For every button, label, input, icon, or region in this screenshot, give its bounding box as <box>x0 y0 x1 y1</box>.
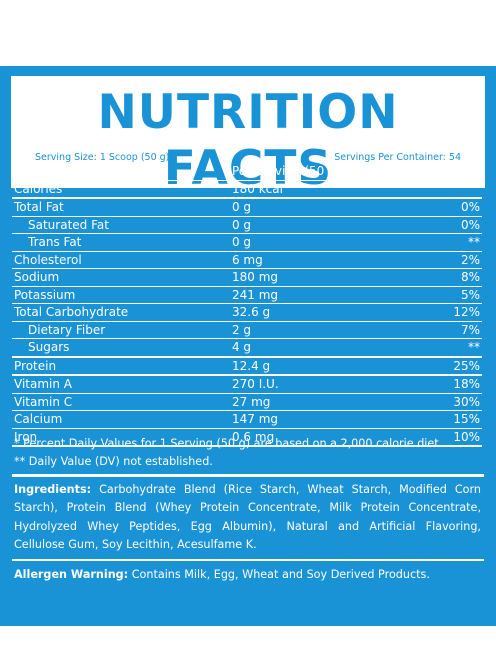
table-row: Protein 12.4 g 25% <box>12 356 482 376</box>
nutrient-name: Vitamin C <box>12 393 232 411</box>
nutrient-dv: 8% <box>401 268 482 287</box>
table-row: Sodium 180 mg 8% <box>12 268 482 287</box>
nutrient-name: Dietary Fiber <box>12 321 232 339</box>
nutrient-name: Total Fat <box>12 198 232 217</box>
nutrient-dv: 0% <box>401 198 482 217</box>
table-row: Cholesterol 6 mg 2% <box>12 251 482 269</box>
footnotes: * Percent Daily Values for 1 Serving (50… <box>14 435 484 471</box>
table-row: Trans Fat 0 g ** <box>12 233 482 252</box>
allergen-section: Allergen Warning: Contains Milk, Egg, Wh… <box>14 566 484 584</box>
nutrient-dv: 30% <box>401 393 482 411</box>
table-row: Dietary Fiber 2 g 7% <box>12 321 482 339</box>
nutrient-amount: 0 g <box>231 216 402 234</box>
footnote-not-established: ** Daily Value (DV) not established. <box>14 455 213 468</box>
ingredients-text: Carbohydrate Blend (Rice Starch, Wheat S… <box>14 483 481 551</box>
table-row: Vitamin C 27 mg 30% <box>12 393 482 411</box>
nutrient-dv: 10% <box>401 428 482 447</box>
table-row: Vitamin A 270 I.U. 18% <box>12 375 482 394</box>
allergen-label: Allergen Warning: <box>14 568 129 581</box>
column-header-per-serving: Per Serving (50 g) <box>231 163 402 181</box>
divider <box>12 559 484 561</box>
nutrient-name: Iron <box>12 428 232 447</box>
table-row: Potassium 241 mg 5% <box>12 286 482 304</box>
table-row: Sugars 4 g ** <box>12 338 482 358</box>
table-row: Calcium 147 mg 15% <box>12 410 482 429</box>
serving-size: Serving Size: 1 Scoop (50 g) <box>35 152 170 163</box>
table-row: Total Fat 0 g 0% <box>12 198 482 217</box>
allergen-text: Contains Milk, Egg, Wheat and Soy Derive… <box>128 568 430 581</box>
nutrient-dv: 18% <box>401 375 482 394</box>
nutrient-dv: ** <box>401 338 482 358</box>
servings-per-container: Servings Per Container: 54 <box>334 152 461 163</box>
ingredients-section: Ingredients: Carbohydrate Blend (Rice St… <box>14 481 481 554</box>
nutrient-name: Cholesterol <box>12 251 232 269</box>
nutrient-amount: 180 kcal <box>231 180 402 199</box>
nutrient-amount: 0 g <box>231 198 402 217</box>
nutrient-amount: 32.6 g <box>231 303 402 322</box>
divider <box>12 474 484 477</box>
nutrient-amount: 27 mg <box>231 393 402 411</box>
nutrient-amount: 147 mg <box>231 410 402 429</box>
nutrient-name: Calcium <box>12 410 232 429</box>
nutrition-label: NUTRITION FACTS Serving Size: 1 Scoop (5… <box>0 66 496 626</box>
table-row: Saturated Fat 0 g 0% <box>12 216 482 234</box>
footnote-daily-values: * Percent Daily Values for 1 Serving (50… <box>14 437 443 450</box>
nutrient-amount: 0 g <box>231 233 402 252</box>
nutrient-dv <box>401 180 482 199</box>
nutrient-dv: 2% <box>401 251 482 269</box>
nutrient-dv: 15% <box>401 410 482 429</box>
nutrient-dv: ** <box>401 233 482 252</box>
nutrient-dv: 0% <box>401 216 482 234</box>
table-row: Total Carbohydrate 32.6 g 12% <box>12 303 482 322</box>
nutrient-dv: 7% <box>401 321 482 339</box>
nutrient-name: Potassium <box>12 286 232 304</box>
nutrient-name: Calories <box>12 180 232 199</box>
nutrient-name: Vitamin A <box>12 375 232 394</box>
nutrient-amount: 2 g <box>231 321 402 339</box>
column-header-dv: % DV* <box>401 163 482 181</box>
nutrient-amount: 6 mg <box>231 251 402 269</box>
nutrient-name: Sugars <box>12 338 232 358</box>
nutrient-amount: 180 mg <box>231 268 402 287</box>
table-row: Iron 0.6 mg 10% <box>12 428 482 447</box>
nutrient-name: Sodium <box>12 268 232 287</box>
table-header-row: Amount: Per Serving (50 g) % DV* <box>12 163 482 181</box>
nutrient-dv: 12% <box>401 303 482 322</box>
nutrient-amount: 270 I.U. <box>231 375 402 394</box>
nutrient-name: Saturated Fat <box>12 216 232 234</box>
nutrient-dv: 25% <box>401 356 482 376</box>
nutrient-amount: 12.4 g <box>231 356 402 376</box>
nutrient-name: Trans Fat <box>12 233 232 252</box>
table-row: Calories 180 kcal <box>12 180 482 199</box>
nutrient-dv: 5% <box>401 286 482 304</box>
nutrition-table: Amount: Per Serving (50 g) % DV* Calorie… <box>12 163 482 447</box>
ingredients-label: Ingredients: <box>14 483 92 496</box>
nutrient-amount: 0.6 mg <box>231 428 402 447</box>
nutrient-amount: 4 g <box>231 338 402 358</box>
nutrient-name: Total Carbohydrate <box>12 303 232 322</box>
nutrient-amount: 241 mg <box>231 286 402 304</box>
nutrient-name: Protein <box>12 356 232 376</box>
column-header-amount: Amount: <box>12 163 232 181</box>
